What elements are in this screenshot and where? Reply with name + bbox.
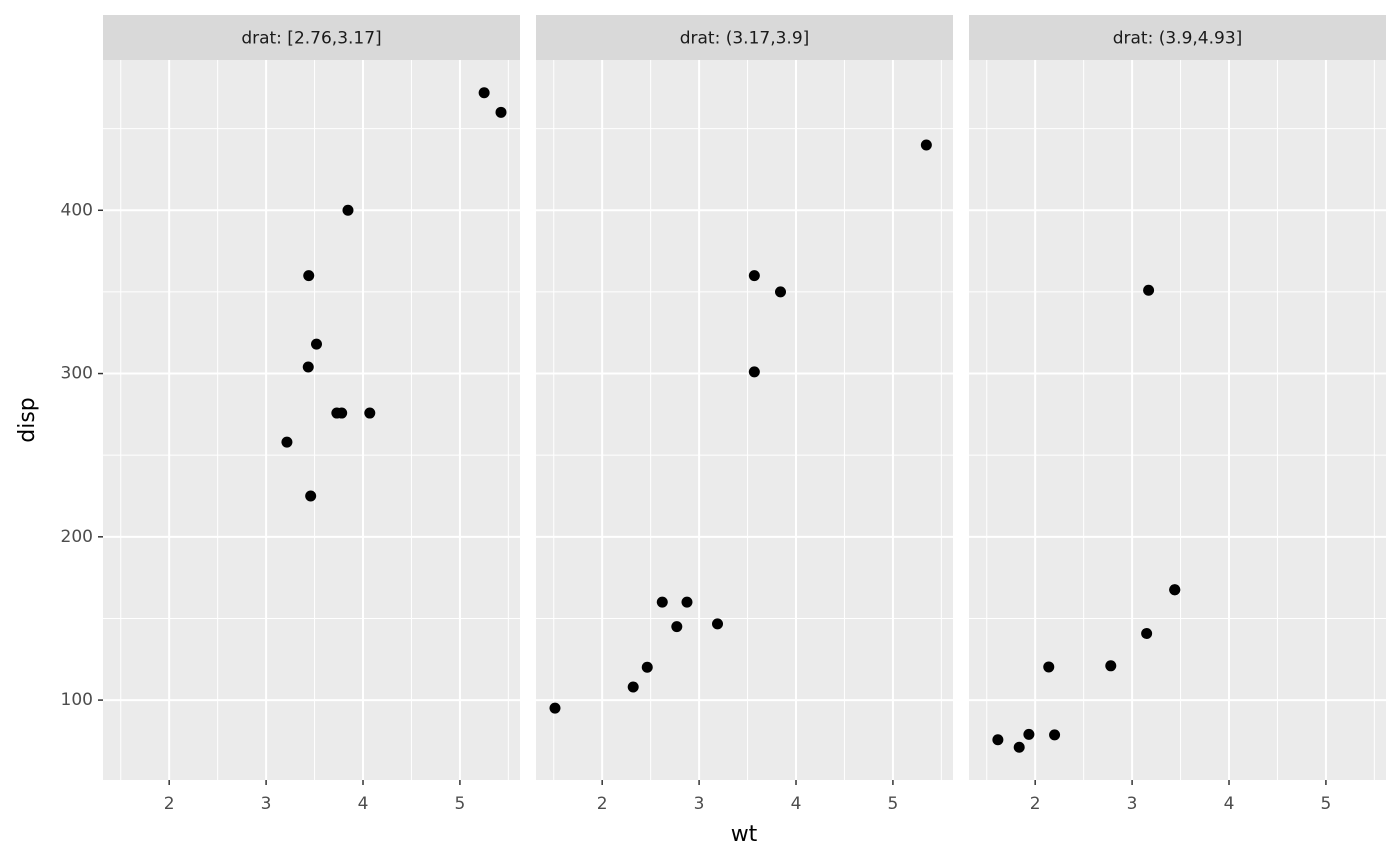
point bbox=[1143, 284, 1155, 296]
x-tick-label: 2 bbox=[164, 794, 175, 814]
point bbox=[310, 338, 322, 350]
facet-title: drat: [2.76,3.17] bbox=[241, 29, 381, 49]
x-tick-label: 3 bbox=[694, 794, 705, 814]
x-tick-label: 3 bbox=[1127, 794, 1138, 814]
point bbox=[1049, 729, 1061, 741]
point bbox=[364, 407, 376, 419]
panel bbox=[536, 60, 953, 780]
strip bbox=[536, 15, 953, 60]
point bbox=[1023, 728, 1035, 740]
y-tick-label: 200 bbox=[61, 527, 93, 547]
x-tick-label: 4 bbox=[1224, 794, 1235, 814]
point bbox=[712, 618, 724, 630]
facet-title: drat: (3.17,3.9] bbox=[680, 29, 810, 49]
point bbox=[748, 270, 760, 282]
point bbox=[671, 621, 683, 633]
x-tick-label: 5 bbox=[888, 794, 899, 814]
y-tick-label: 300 bbox=[61, 364, 93, 384]
x-tick-label: 5 bbox=[1321, 794, 1332, 814]
point bbox=[281, 436, 293, 448]
point bbox=[656, 596, 668, 608]
point bbox=[549, 702, 561, 714]
point bbox=[681, 596, 693, 608]
point bbox=[1169, 584, 1181, 596]
point bbox=[992, 734, 1004, 746]
point bbox=[302, 361, 314, 373]
point bbox=[305, 490, 317, 502]
facet-title: drat: (3.9,4.93] bbox=[1113, 29, 1243, 49]
panel bbox=[103, 60, 520, 780]
point bbox=[303, 270, 315, 282]
x-tick-label: 4 bbox=[791, 794, 802, 814]
y-tick-label: 400 bbox=[61, 200, 93, 220]
point bbox=[748, 366, 760, 378]
point bbox=[336, 407, 348, 419]
point bbox=[478, 87, 490, 99]
x-tick-label: 4 bbox=[358, 794, 369, 814]
x-axis-label: wt bbox=[731, 822, 758, 847]
y-axis-label: disp bbox=[15, 397, 40, 443]
point bbox=[342, 204, 354, 216]
point bbox=[495, 106, 507, 118]
x-tick-label: 3 bbox=[261, 794, 272, 814]
x-tick-label: 5 bbox=[455, 794, 466, 814]
y-tick-label: 100 bbox=[61, 690, 93, 710]
point bbox=[1043, 661, 1055, 673]
strip bbox=[969, 15, 1386, 60]
point bbox=[920, 139, 932, 151]
point bbox=[641, 661, 653, 673]
panel bbox=[969, 60, 1386, 780]
strip bbox=[103, 15, 520, 60]
point bbox=[1141, 627, 1153, 639]
point bbox=[775, 286, 787, 298]
point bbox=[627, 681, 639, 693]
point bbox=[1105, 660, 1117, 672]
x-tick-label: 2 bbox=[597, 794, 608, 814]
x-tick-label: 2 bbox=[1030, 794, 1041, 814]
point bbox=[1013, 741, 1025, 753]
